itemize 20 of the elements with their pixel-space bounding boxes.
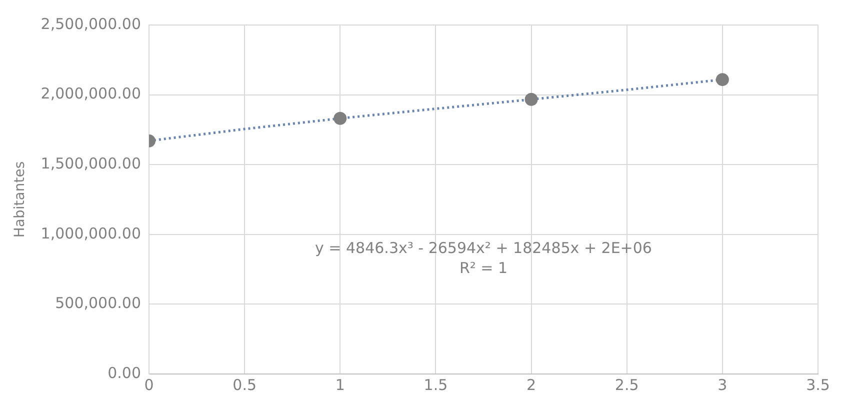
point	[524, 92, 538, 106]
y-tick-label: 2,000,000.00	[40, 84, 141, 103]
annotation: y = 4846.3x³ - 26594x² + 182485x + 2E+06	[315, 238, 652, 257]
x-tick-label: 0.5	[232, 376, 256, 394]
y-tick-label: 500,000.00	[55, 294, 141, 312]
x-tick-label: 0	[144, 376, 154, 394]
point	[716, 73, 729, 86]
y-tick-label: 2,500,000.00	[40, 14, 141, 33]
y-tick-label: 1,500,000.00	[40, 154, 141, 172]
y-tick-label: 1,000,000.00	[40, 224, 141, 242]
x-tick-label: 3	[718, 376, 728, 394]
x-tick-label: 2.5	[614, 376, 639, 394]
y-axis-title: Habitantes	[12, 161, 28, 238]
annotation: R² = 1	[459, 258, 508, 277]
point	[334, 112, 347, 125]
x-tick-label: 2	[526, 376, 536, 394]
x-tick-label: 1.5	[424, 376, 448, 394]
x-tick-label: 3.5	[806, 376, 830, 394]
x-tick-label: 1	[335, 376, 345, 394]
y-tick-label: 0.00	[108, 364, 141, 382]
